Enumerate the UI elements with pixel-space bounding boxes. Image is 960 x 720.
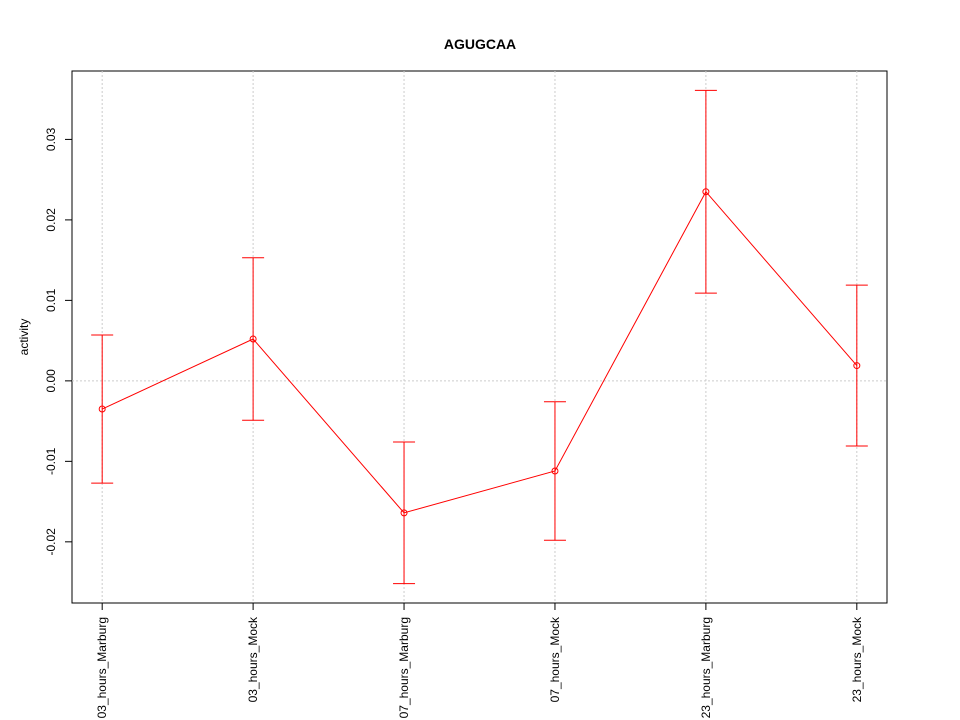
y-tick-label: 0.02	[44, 208, 58, 232]
x-tick-label: 23_hours_Marburg	[699, 617, 713, 718]
error-bar	[91, 334, 114, 484]
error-bar	[694, 89, 717, 294]
x-tick-label: 23_hours_Mock	[850, 616, 864, 702]
point	[400, 509, 408, 517]
x-tick-label: 03_hours_Mock	[246, 616, 260, 702]
series-line	[101, 190, 858, 514]
x-tick-label: 07_hours_Marburg	[397, 617, 411, 718]
error-bar	[242, 257, 265, 421]
y-tick-label: -0.02	[44, 528, 58, 556]
y-tick-label: 0.01	[44, 288, 58, 312]
y-tick-label: 0.03	[44, 127, 58, 151]
y-tick-label: 0.00	[44, 369, 58, 393]
y-tick-label: -0.01	[44, 447, 58, 475]
point	[702, 188, 710, 196]
point	[98, 405, 106, 413]
x-tick-label: 03_hours_Marburg	[95, 617, 109, 718]
y-axis-label: activity	[17, 319, 31, 356]
point	[249, 335, 257, 343]
plot-frame	[71, 70, 888, 604]
error-bar	[543, 401, 566, 541]
error-bar	[845, 284, 868, 447]
point	[551, 467, 559, 475]
error-bar	[393, 441, 416, 585]
chart-title: AGUGCAA	[444, 36, 516, 52]
x-tick-label: 07_hours_Mock	[548, 616, 562, 702]
point	[853, 362, 861, 370]
